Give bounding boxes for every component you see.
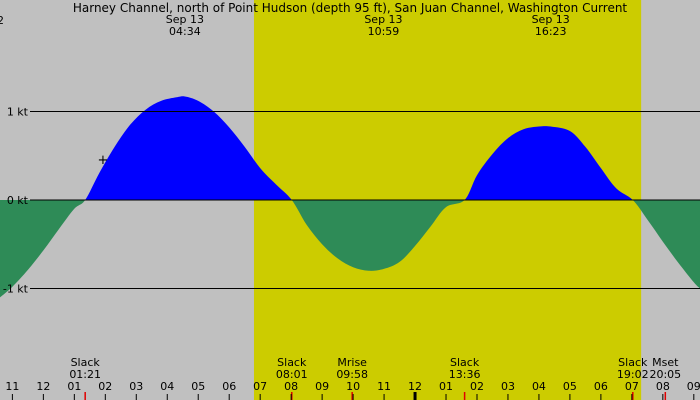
- event-time-label: 13:36: [449, 368, 481, 381]
- peak-time-label: 10:59: [368, 25, 400, 38]
- y-tick-label: -1 kt: [3, 283, 29, 296]
- x-tick-label: 08: [656, 380, 670, 393]
- x-tick-label: 06: [594, 380, 608, 393]
- x-tick-label: 02: [470, 380, 484, 393]
- x-tick-label: 04: [160, 380, 174, 393]
- event-time-label: 19:02: [617, 368, 649, 381]
- x-tick-label: 02: [98, 380, 112, 393]
- peak-time-label: 04:34: [169, 25, 201, 38]
- x-tick-label: 08: [284, 380, 298, 393]
- flood-area: [0, 96, 700, 200]
- x-axis-ticks: 11 12 01 02 03 04 05 06 07 08 09 10 11 12 01 02 03 04 05 06…: [5, 380, 700, 400]
- event-labels: Slack01:21Slack08:01Mrise09:58Slack13:36…: [69, 356, 681, 400]
- x-tick-label: 01: [67, 380, 81, 393]
- peak-time-label: 16:23: [535, 25, 567, 38]
- event-label: Mrise: [337, 356, 367, 369]
- y-tick-label: 0 kt: [7, 194, 29, 207]
- peak-date-label: Sep 13: [364, 13, 402, 26]
- x-tick-label: 09: [687, 380, 700, 393]
- x-tick-label: 12: [408, 380, 422, 393]
- x-tick-label: 04: [532, 380, 546, 393]
- ebb-area: [0, 200, 700, 298]
- x-tick-label: 12: [36, 380, 50, 393]
- x-tick-label: 11: [377, 380, 391, 393]
- y-gridlines: [30, 111, 700, 289]
- x-tick-label: 10: [346, 380, 360, 393]
- event-label: Mset: [652, 356, 679, 369]
- x-tick-label: 09: [315, 380, 329, 393]
- event-time-label: 01:21: [69, 368, 101, 381]
- x-tick-label: 07: [625, 380, 639, 393]
- x-tick-label: 01: [439, 380, 453, 393]
- event-label: Slack: [71, 356, 101, 369]
- event-label: Slack: [277, 356, 307, 369]
- y-axis-labels: 1 kt 0 kt -1 kt: [3, 106, 29, 296]
- x-tick-label: 05: [191, 380, 205, 393]
- x-tick-label: 03: [501, 380, 515, 393]
- event-time-label: 09:58: [336, 368, 368, 381]
- chart-title: Harney Channel, north of Point Hudson (d…: [73, 1, 628, 15]
- peak-date-label: Sep 13: [166, 13, 204, 26]
- peak-date-label: Sep 13: [532, 13, 570, 26]
- left-edge-label: 2: [0, 14, 4, 27]
- y-tick-label: 1 kt: [7, 106, 29, 119]
- x-tick-label: 05: [563, 380, 577, 393]
- x-tick-label: 06: [222, 380, 236, 393]
- plus-marker: +: [98, 153, 109, 168]
- event-label: Slack: [618, 356, 648, 369]
- event-time-label: 20:05: [649, 368, 681, 381]
- event-time-label: 08:01: [276, 368, 308, 381]
- x-tick-label: 11: [5, 380, 19, 393]
- x-tick-label: 07: [253, 380, 267, 393]
- event-label: Slack: [450, 356, 480, 369]
- current-curve: [0, 96, 700, 298]
- x-tick-label: 03: [129, 380, 143, 393]
